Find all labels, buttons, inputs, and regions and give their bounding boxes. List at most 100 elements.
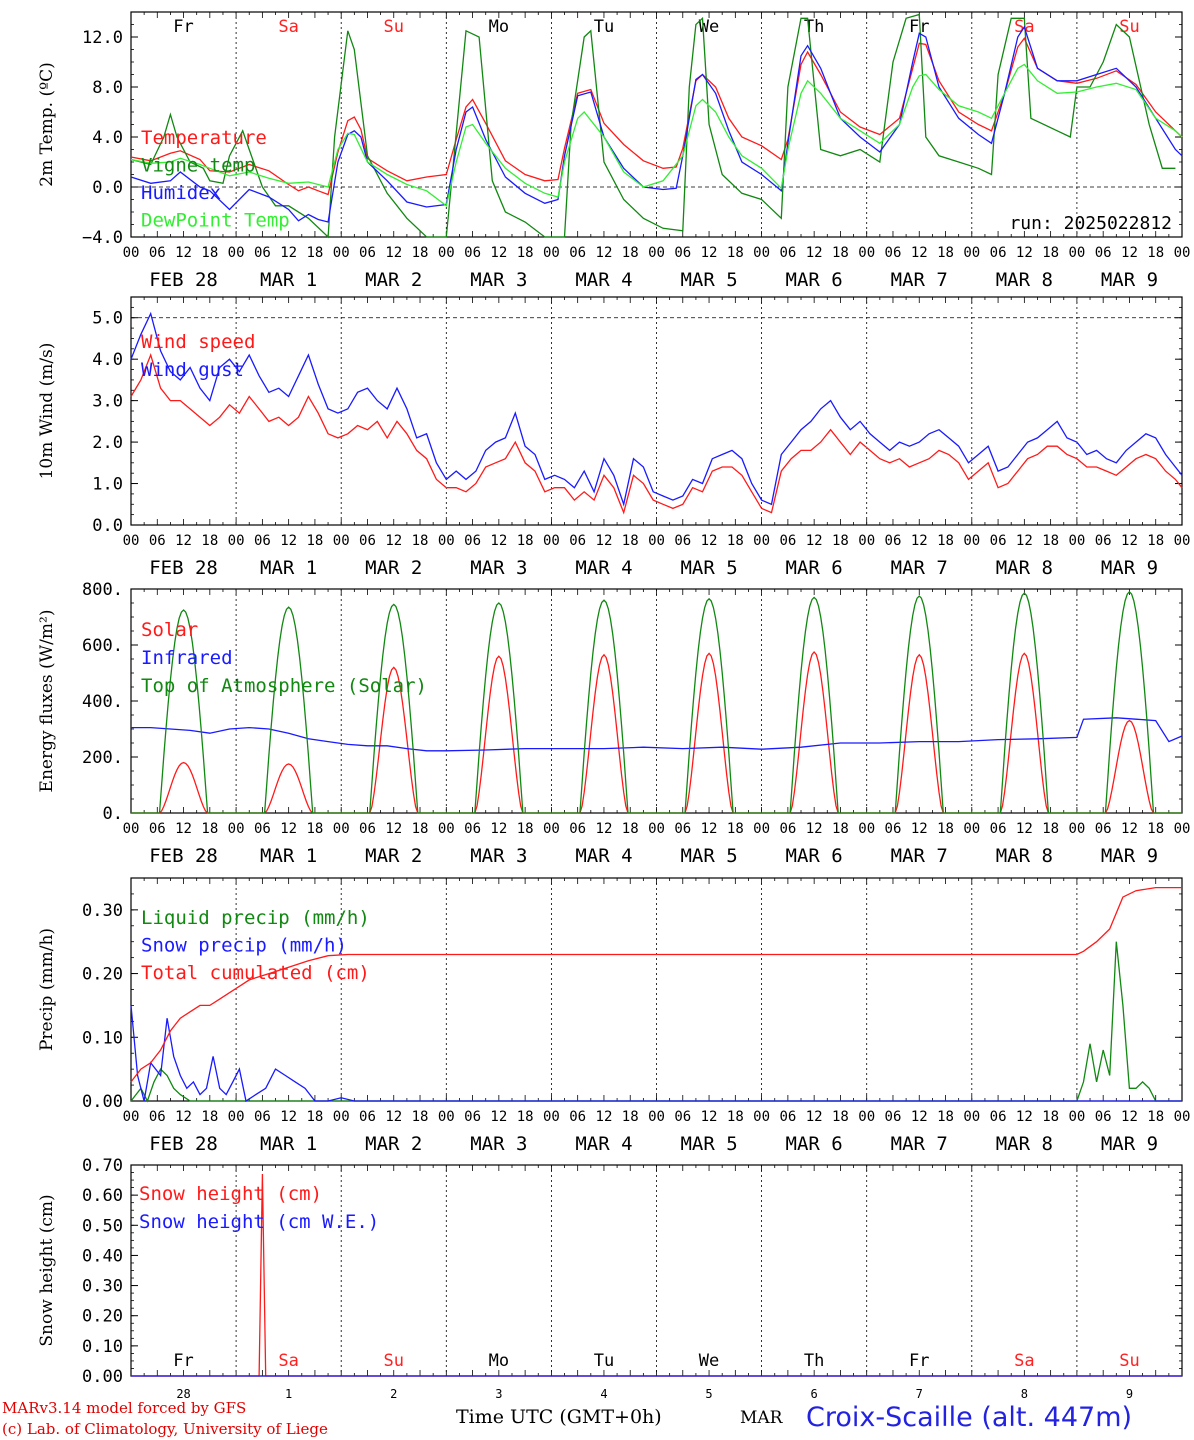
- y-axis-title: 2m Temp. (ºC): [37, 62, 57, 187]
- x-hour-label: 00: [648, 1109, 665, 1125]
- x-hour-label: 12: [806, 821, 823, 837]
- day-number-label: 5: [705, 1387, 712, 1400]
- x-hour-label: 00: [1174, 533, 1191, 549]
- x-hour-label: 00: [1068, 821, 1085, 837]
- series-line-total-cumulated-cm-: [130, 886, 1182, 1083]
- x-hour-label: 18: [937, 821, 954, 837]
- x-hour-label: 00: [1068, 1109, 1085, 1125]
- x-date-label: MAR 3: [470, 269, 527, 291]
- x-hour-label: 12: [701, 1109, 718, 1125]
- series-line-temperature: [130, 37, 1183, 196]
- x-hour-label: 06: [1095, 1109, 1112, 1125]
- x-date-label: MAR 4: [575, 269, 632, 291]
- x-hour-label: 00: [1174, 245, 1191, 261]
- y-tick-label: 3.0: [92, 392, 123, 412]
- x-hour-label: 06: [569, 821, 586, 837]
- x-hour-label: 18: [1042, 821, 1059, 837]
- day-number-label: 28: [176, 1387, 190, 1400]
- x-hour-label: 12: [1121, 533, 1138, 549]
- x-date-label: MAR 9: [1101, 1133, 1158, 1155]
- x-date-label: MAR 2: [365, 557, 422, 579]
- panel-energy: 0. 200. 400. 600. 800. Energy fluxes (W/m²) 00…: [37, 580, 1190, 867]
- x-hour-label: 18: [1147, 821, 1164, 837]
- x-hour-label: 00: [1068, 245, 1085, 261]
- x-hour-label: 06: [464, 245, 481, 261]
- x-hour-label: 06: [779, 245, 796, 261]
- x-hour-label: 12: [490, 245, 507, 261]
- x-hour-label: 18: [1042, 533, 1059, 549]
- panel-precip: 0.00 0.10 0.20 0.30 Precip (mm/h) 00 06 12 18 00 0…: [37, 877, 1191, 1155]
- x-hour-label: 12: [701, 533, 718, 549]
- x-hour-label: 06: [569, 1109, 586, 1125]
- x-date-label: MAR 8: [996, 269, 1053, 291]
- x-hour-label: 06: [149, 533, 166, 549]
- x-hour-label: 12: [490, 1109, 507, 1125]
- legend-entry: Wind speed: [141, 331, 255, 353]
- y-tick-label: 600.: [82, 636, 123, 656]
- x-hour-label: 18: [727, 821, 744, 837]
- x-hour-label: 06: [569, 245, 586, 261]
- x-hour-label: 12: [175, 245, 192, 261]
- x-hour-label: 18: [201, 533, 218, 549]
- day-name-label: Sa: [278, 17, 298, 37]
- x-hour-label: 12: [385, 533, 402, 549]
- x-hour-label: 18: [201, 821, 218, 837]
- x-date-label: MAR 4: [575, 557, 632, 579]
- series-line-infrared: [131, 717, 1183, 752]
- x-hour-label: 12: [1016, 1109, 1033, 1125]
- x-hour-label: 12: [385, 245, 402, 261]
- x-hour-label: 00: [648, 245, 665, 261]
- y-tick-label: 0.20: [82, 965, 123, 985]
- x-date-label: MAR 2: [365, 845, 422, 867]
- x-date-label: MAR 7: [891, 845, 948, 867]
- day-name-label: Th: [804, 1351, 824, 1371]
- y-tick-label: 1.0: [92, 475, 123, 495]
- y-axis-title: Precip (mm/h): [37, 928, 57, 1051]
- x-hour-label: 18: [832, 821, 849, 837]
- x-hour-label: 06: [359, 533, 376, 549]
- x-hour-label: 06: [990, 245, 1007, 261]
- x-date-label: MAR 1: [260, 269, 317, 291]
- day-number-label: 3: [495, 1387, 502, 1400]
- x-hour-label: 06: [779, 1109, 796, 1125]
- y-tick-label: 8.0: [92, 78, 123, 98]
- x-hour-label: 18: [1147, 533, 1164, 549]
- x-date-label: MAR 9: [1101, 845, 1158, 867]
- day-name-label: Fr: [909, 17, 929, 37]
- day-name-label: Fr: [173, 17, 193, 37]
- time-axis-label: Time UTC (GMT+0h): [456, 1406, 662, 1428]
- x-hour-label: 06: [885, 245, 902, 261]
- x-hour-label: 00: [543, 533, 560, 549]
- y-tick-label: 0.50: [82, 1216, 123, 1236]
- day-name-label: Tu: [594, 1351, 614, 1371]
- x-hour-label: 12: [385, 1109, 402, 1125]
- x-date-label: FEB 28: [149, 845, 218, 867]
- y-tick-label: −4.0: [82, 228, 123, 248]
- y-axis-title: 10m Wind (m/s): [37, 343, 57, 480]
- x-hour-label: 18: [727, 1109, 744, 1125]
- x-date-label: FEB 28: [149, 1133, 218, 1155]
- x-hour-label: 18: [622, 821, 639, 837]
- x-hour-label: 06: [149, 821, 166, 837]
- series-line-humidex: [130, 25, 1183, 223]
- x-hour-label: 18: [306, 245, 323, 261]
- x-hour-label: 06: [254, 245, 271, 261]
- x-hour-label: 18: [1042, 1109, 1059, 1125]
- y-tick-label: 200.: [82, 748, 123, 768]
- y-axis-title: Energy fluxes (W/m²): [37, 610, 57, 793]
- y-tick-label: 0.10: [82, 1337, 123, 1357]
- legend-entry: Total cumulated (cm): [141, 962, 370, 984]
- x-date-label: MAR 5: [680, 845, 737, 867]
- x-hour-label: 00: [1174, 1109, 1191, 1125]
- x-hour-label: 06: [464, 821, 481, 837]
- x-hour-label: 00: [333, 821, 350, 837]
- x-hour-label: 00: [543, 821, 560, 837]
- day-name-label: Su: [384, 17, 404, 37]
- x-hour-label: 00: [963, 245, 980, 261]
- x-hour-label: 18: [306, 821, 323, 837]
- x-hour-label: 12: [1121, 821, 1138, 837]
- x-hour-label: 18: [412, 1109, 429, 1125]
- x-hour-label: 18: [832, 533, 849, 549]
- x-hour-label: 12: [911, 821, 928, 837]
- x-hour-label: 00: [753, 245, 770, 261]
